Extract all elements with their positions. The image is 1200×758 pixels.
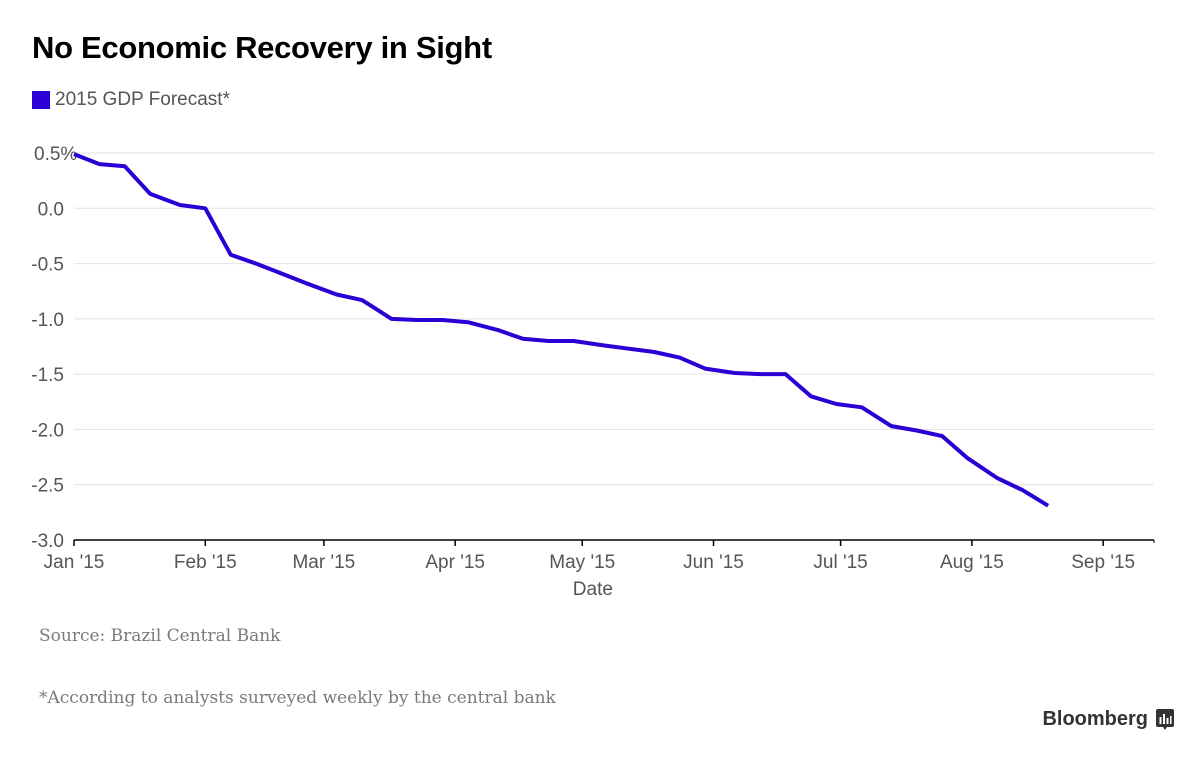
gridlines (74, 152, 1154, 486)
x-axis-title: Date (573, 579, 613, 600)
brand-name: Bloomberg (1042, 708, 1148, 730)
y-tick-label: 0.0 (38, 199, 64, 220)
x-tick-label: Mar '15 (292, 552, 355, 573)
chart-title: No Economic Recovery in Sight (32, 30, 492, 65)
x-tick-label: Jun '15 (683, 552, 744, 573)
line-chart: 0.5% 0.0 -0.5 -1.0 -1.5 -2.0 -2.5 -3.0 Jan '15 F… (31, 144, 1155, 600)
legend: 2015 GDP Forecast* (32, 89, 230, 111)
x-tick-label: Aug '15 (940, 552, 1004, 573)
legend-swatch (32, 91, 50, 109)
x-tick-label: Jul '15 (813, 552, 867, 573)
y-tick-label: -1.0 (31, 310, 64, 331)
y-tick-label: 0.5% (34, 144, 77, 165)
y-tick-label: -2.0 (31, 420, 64, 441)
bloomberg-chart-icon (1156, 708, 1174, 730)
x-tick-label: May '15 (549, 552, 615, 573)
y-tick-label: -0.5 (31, 255, 64, 276)
x-tick-label: Feb '15 (174, 552, 237, 573)
footnote: *According to analysts surveyed weekly b… (39, 688, 556, 708)
brand-logo: Bloomberg (1042, 708, 1174, 731)
y-axis: 0.5% 0.0 -0.5 -1.0 -1.5 -2.0 -2.5 -3.0 (31, 144, 77, 552)
source-note: Source: Brazil Central Bank (39, 626, 281, 646)
x-tick-label: Sep '15 (1071, 552, 1135, 573)
x-tick-label: Apr '15 (425, 552, 485, 573)
y-tick-label: -1.5 (31, 365, 64, 386)
y-tick-label: -3.0 (31, 531, 64, 552)
series-line (73, 152, 1050, 508)
series-layer (73, 152, 1050, 508)
legend-label: 2015 GDP Forecast* (55, 89, 230, 110)
x-axis: Jan '15 Feb '15 Mar '15 Apr '15 May '15 Jun '… (44, 539, 1155, 573)
y-tick-label: -2.5 (31, 476, 64, 497)
x-tick-label: Jan '15 (44, 552, 105, 573)
